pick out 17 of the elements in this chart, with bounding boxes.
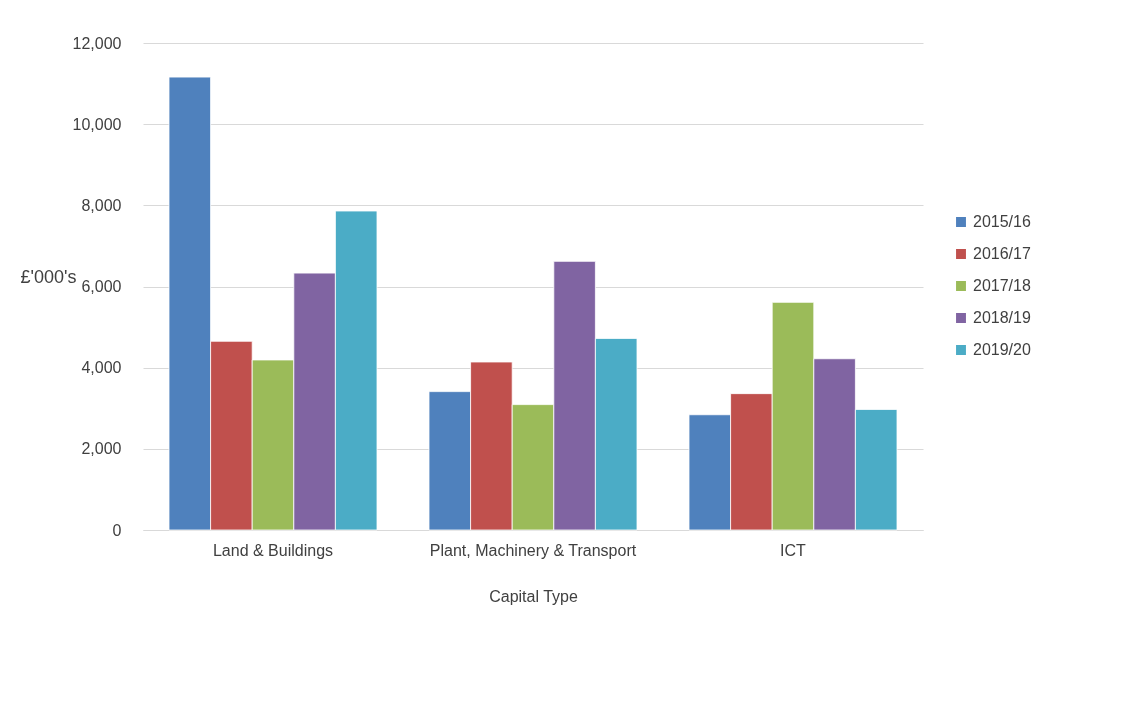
- y-tick-label: 8,000: [81, 196, 122, 214]
- y-tick-label: 6,000: [81, 278, 122, 295]
- x-tick-label: Land & Buildings: [212, 541, 334, 559]
- legend-label: 2016/17: [973, 245, 1031, 262]
- legend-label: 2017/18: [973, 277, 1031, 294]
- y-tick-label: 2,000: [81, 440, 122, 458]
- x-tick-label: Plant, Machinery & Transport: [429, 541, 637, 559]
- y-axis-title: £'000's: [20, 267, 77, 287]
- legend-label: 2019/20: [973, 341, 1031, 358]
- y-tick-label: 12,000: [72, 34, 122, 52]
- y-tick-label: 0: [112, 521, 122, 539]
- x-tick-label: ICT: [780, 541, 807, 559]
- y-tick-label: 4,000: [81, 359, 122, 377]
- y-tick-label: 10,000: [72, 115, 122, 133]
- x-axis-title: Capital Type: [489, 587, 578, 605]
- legend-label: 2015/16: [973, 213, 1031, 230]
- legend-label: 2018/19: [973, 309, 1031, 326]
